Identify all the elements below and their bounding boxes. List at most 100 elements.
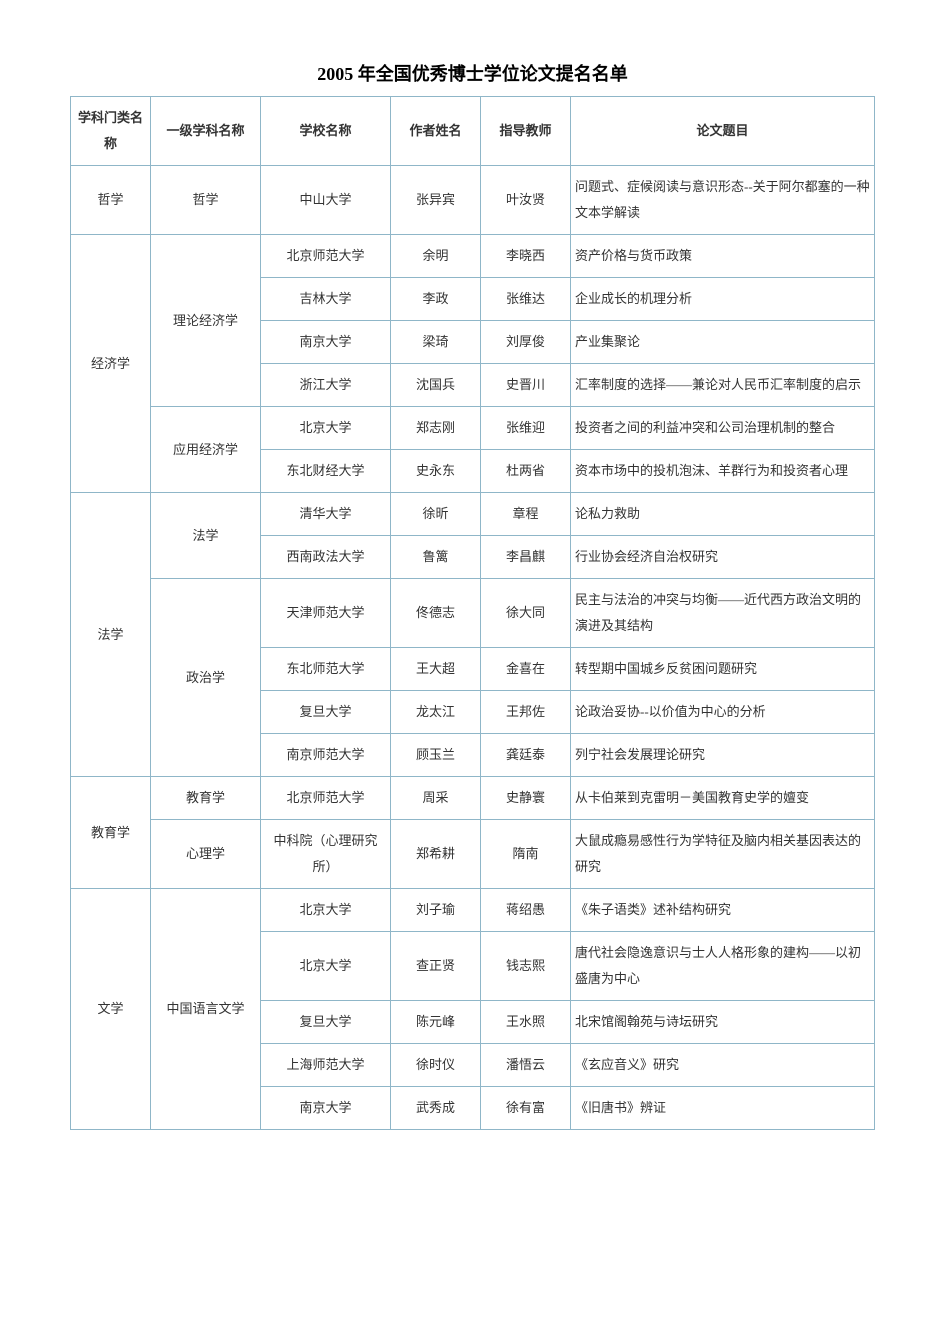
- cell-subject: 理论经济学: [151, 235, 261, 407]
- col-header-author: 作者姓名: [391, 97, 481, 166]
- cell-thesis: 投资者之间的利益冲突和公司治理机制的整合: [571, 407, 875, 450]
- cell-advisor: 徐大同: [481, 579, 571, 648]
- cell-advisor: 史静寰: [481, 777, 571, 820]
- cell-subject: 教育学: [151, 777, 261, 820]
- cell-school: 北京师范大学: [261, 777, 391, 820]
- cell-category: 哲学: [71, 166, 151, 235]
- cell-advisor: 王水照: [481, 1001, 571, 1044]
- cell-author: 查正贤: [391, 932, 481, 1001]
- cell-school: 清华大学: [261, 493, 391, 536]
- table-row: 应用经济学北京大学郑志刚张维迎投资者之间的利益冲突和公司治理机制的整合: [71, 407, 875, 450]
- cell-thesis: 大鼠成瘾易感性行为学特征及脑内相关基因表达的研究: [571, 820, 875, 889]
- thesis-table: 学科门类名称 一级学科名称 学校名称 作者姓名 指导教师 论文题目 哲学哲学中山…: [70, 96, 875, 1130]
- cell-author: 梁琦: [391, 321, 481, 364]
- cell-author: 史永东: [391, 450, 481, 493]
- cell-subject: 心理学: [151, 820, 261, 889]
- col-header-school: 学校名称: [261, 97, 391, 166]
- cell-thesis: 问题式、症候阅读与意识形态--关于阿尔都塞的一种文本学解读: [571, 166, 875, 235]
- cell-author: 余明: [391, 235, 481, 278]
- cell-school: 中科院（心理研究所）: [261, 820, 391, 889]
- col-header-subject: 一级学科名称: [151, 97, 261, 166]
- cell-advisor: 李晓西: [481, 235, 571, 278]
- table-row: 心理学中科院（心理研究所）郑希耕隋南大鼠成瘾易感性行为学特征及脑内相关基因表达的…: [71, 820, 875, 889]
- cell-thesis: 资本市场中的投机泡沫、羊群行为和投资者心理: [571, 450, 875, 493]
- table-row: 政治学天津师范大学佟德志徐大同民主与法治的冲突与均衡——近代西方政治文明的演进及…: [71, 579, 875, 648]
- cell-subject: 中国语言文学: [151, 889, 261, 1130]
- cell-advisor: 刘厚俊: [481, 321, 571, 364]
- cell-school: 吉林大学: [261, 278, 391, 321]
- cell-advisor: 钱志熙: [481, 932, 571, 1001]
- cell-thesis: 资产价格与货币政策: [571, 235, 875, 278]
- cell-advisor: 杜两省: [481, 450, 571, 493]
- cell-thesis: 汇率制度的选择——兼论对人民币汇率制度的启示: [571, 364, 875, 407]
- cell-thesis: 行业协会经济自治权研究: [571, 536, 875, 579]
- cell-thesis: 《朱子语类》述补结构研究: [571, 889, 875, 932]
- table-row: 经济学理论经济学北京师范大学余明李晓西资产价格与货币政策: [71, 235, 875, 278]
- col-header-thesis: 论文题目: [571, 97, 875, 166]
- cell-author: 李政: [391, 278, 481, 321]
- cell-thesis: 论政治妥协--以价值为中心的分析: [571, 691, 875, 734]
- cell-thesis: 企业成长的机理分析: [571, 278, 875, 321]
- cell-subject: 应用经济学: [151, 407, 261, 493]
- cell-thesis: 《旧唐书》辨证: [571, 1087, 875, 1130]
- table-header-row: 学科门类名称 一级学科名称 学校名称 作者姓名 指导教师 论文题目: [71, 97, 875, 166]
- cell-author: 陈元峰: [391, 1001, 481, 1044]
- table-row: 哲学哲学中山大学张异宾叶汝贤问题式、症候阅读与意识形态--关于阿尔都塞的一种文本…: [71, 166, 875, 235]
- cell-school: 北京大学: [261, 932, 391, 1001]
- cell-thesis: 从卡伯莱到克雷明－美国教育史学的嬗变: [571, 777, 875, 820]
- cell-thesis: 转型期中国城乡反贫困问题研究: [571, 648, 875, 691]
- cell-advisor: 隋南: [481, 820, 571, 889]
- cell-thesis: 产业集聚论: [571, 321, 875, 364]
- table-row: 文学中国语言文学北京大学刘子瑜蒋绍愚《朱子语类》述补结构研究: [71, 889, 875, 932]
- cell-school: 西南政法大学: [261, 536, 391, 579]
- cell-school: 浙江大学: [261, 364, 391, 407]
- cell-subject: 政治学: [151, 579, 261, 777]
- cell-school: 东北财经大学: [261, 450, 391, 493]
- cell-category: 文学: [71, 889, 151, 1130]
- cell-school: 东北师范大学: [261, 648, 391, 691]
- cell-author: 周采: [391, 777, 481, 820]
- cell-advisor: 章程: [481, 493, 571, 536]
- cell-advisor: 王邦佐: [481, 691, 571, 734]
- cell-thesis: 论私力救助: [571, 493, 875, 536]
- cell-advisor: 张维迎: [481, 407, 571, 450]
- cell-subject: 法学: [151, 493, 261, 579]
- cell-author: 龙太江: [391, 691, 481, 734]
- cell-advisor: 张维达: [481, 278, 571, 321]
- cell-author: 沈国兵: [391, 364, 481, 407]
- cell-school: 南京大学: [261, 321, 391, 364]
- cell-subject: 哲学: [151, 166, 261, 235]
- cell-thesis: 《玄应音义》研究: [571, 1044, 875, 1087]
- cell-advisor: 金喜在: [481, 648, 571, 691]
- cell-school: 中山大学: [261, 166, 391, 235]
- cell-advisor: 李昌麒: [481, 536, 571, 579]
- col-header-advisor: 指导教师: [481, 97, 571, 166]
- cell-author: 郑志刚: [391, 407, 481, 450]
- cell-advisor: 史晋川: [481, 364, 571, 407]
- cell-thesis: 列宁社会发展理论研究: [571, 734, 875, 777]
- cell-author: 郑希耕: [391, 820, 481, 889]
- cell-author: 佟德志: [391, 579, 481, 648]
- cell-advisor: 潘悟云: [481, 1044, 571, 1087]
- cell-author: 顾玉兰: [391, 734, 481, 777]
- cell-school: 南京师范大学: [261, 734, 391, 777]
- cell-thesis: 唐代社会隐逸意识与士人人格形象的建构——以初盛唐为中心: [571, 932, 875, 1001]
- cell-category: 教育学: [71, 777, 151, 889]
- cell-school: 上海师范大学: [261, 1044, 391, 1087]
- table-row: 法学法学清华大学徐昕章程论私力救助: [71, 493, 875, 536]
- cell-advisor: 龚廷泰: [481, 734, 571, 777]
- col-header-category: 学科门类名称: [71, 97, 151, 166]
- cell-school: 天津师范大学: [261, 579, 391, 648]
- cell-school: 北京大学: [261, 889, 391, 932]
- cell-category: 经济学: [71, 235, 151, 493]
- cell-school: 复旦大学: [261, 691, 391, 734]
- cell-author: 张异宾: [391, 166, 481, 235]
- cell-author: 刘子瑜: [391, 889, 481, 932]
- cell-category: 法学: [71, 493, 151, 777]
- cell-author: 武秀成: [391, 1087, 481, 1130]
- cell-thesis: 民主与法治的冲突与均衡——近代西方政治文明的演进及其结构: [571, 579, 875, 648]
- cell-advisor: 徐有富: [481, 1087, 571, 1130]
- cell-school: 复旦大学: [261, 1001, 391, 1044]
- cell-author: 王大超: [391, 648, 481, 691]
- cell-school: 南京大学: [261, 1087, 391, 1130]
